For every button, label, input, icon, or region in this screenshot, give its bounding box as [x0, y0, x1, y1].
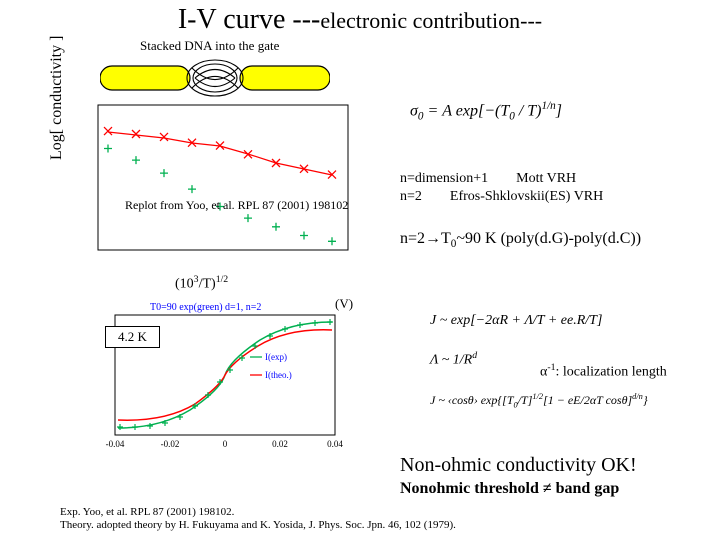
temperature-box: 4.2 K	[105, 326, 160, 348]
svg-text:I(exp): I(exp)	[265, 352, 287, 362]
svg-text:0.02: 0.02	[272, 439, 288, 449]
plot1-caption: Replot from Yoo, et al. RPL 87 (2001) 19…	[125, 198, 348, 213]
plot2-xticks: -0.04 -0.02 0 0.02 0.04	[106, 439, 344, 449]
series-red	[108, 132, 332, 175]
svg-text:0: 0	[223, 439, 228, 449]
conductivity-plot	[78, 100, 358, 265]
nonohmic-ok: Non-ohmic conductivity OK!	[400, 454, 637, 477]
plot2-xlabel: (V)	[335, 296, 353, 312]
svg-text:I(theo.): I(theo.)	[265, 370, 292, 380]
svg-text:-0.02: -0.02	[161, 439, 180, 449]
markers-green	[104, 145, 336, 246]
t0-result: n=2→T0~90 K (poly(d.G)-poly(d.C))	[400, 230, 641, 250]
dna-coil	[187, 60, 243, 96]
nonohmic-threshold: Nonohmic threshold ≠ band gap	[400, 480, 619, 498]
svg-text:-0.04: -0.04	[106, 439, 125, 449]
title-main: I-V curve ---	[178, 4, 321, 35]
plot1-ylabel: Log[ conductivity ]	[48, 36, 66, 160]
electrode-left	[100, 66, 190, 90]
formula-j2: J ~ ‹cosθ› exp{[T0/T]1/2[1 − eE/2αT cosθ…	[430, 391, 710, 412]
title-sub: electronic contribution---	[320, 8, 542, 33]
plot1-xlabel: (103/T)1/2	[175, 274, 228, 293]
references: Exp. Yoo, et al. RPL 87 (2001) 198102. T…	[60, 506, 456, 532]
localization-length-label: α-1: localization length	[540, 362, 667, 381]
vrh-line1: n=dimension+1 Mott VRH	[400, 170, 603, 188]
ref-exp: Exp. Yoo, et al. RPL 87 (2001) 198102.	[60, 506, 456, 519]
dna-gate-diagram	[100, 56, 330, 100]
sigma-formula: σ0 = A exp[−(T0 / T)1/n]	[410, 100, 700, 123]
vrh-line2: n=2 Efros-Shklovskii(ES) VRH	[400, 188, 603, 206]
electrode-right	[240, 66, 330, 90]
ref-theory: Theory. adopted theory by H. Fukuyama an…	[60, 519, 456, 532]
plot2-legend: I(exp) I(theo.)	[250, 352, 292, 380]
svg-text:0.04: 0.04	[327, 439, 343, 449]
slide-title: I-V curve ---electronic contribution---	[0, 0, 720, 36]
plot2-title: T0=90 exp(green) d=1, n=2	[150, 302, 261, 313]
current-formula-block: J ~ exp[−2αR + Λ/T + ee.R/T] Λ ~ 1/Rd J …	[430, 310, 710, 412]
iv-plot: T0=90 exp(green) d=1, n=2 -0.04 -0.02 0 …	[90, 300, 350, 455]
stacked-dna-label: Stacked DNA into the gate	[140, 38, 279, 54]
vrh-definitions: n=dimension+1 Mott VRH n=2 Efros-Shklovs…	[400, 170, 603, 206]
formula-j1: J ~ exp[−2αR + Λ/T + ee.R/T]	[430, 310, 710, 331]
